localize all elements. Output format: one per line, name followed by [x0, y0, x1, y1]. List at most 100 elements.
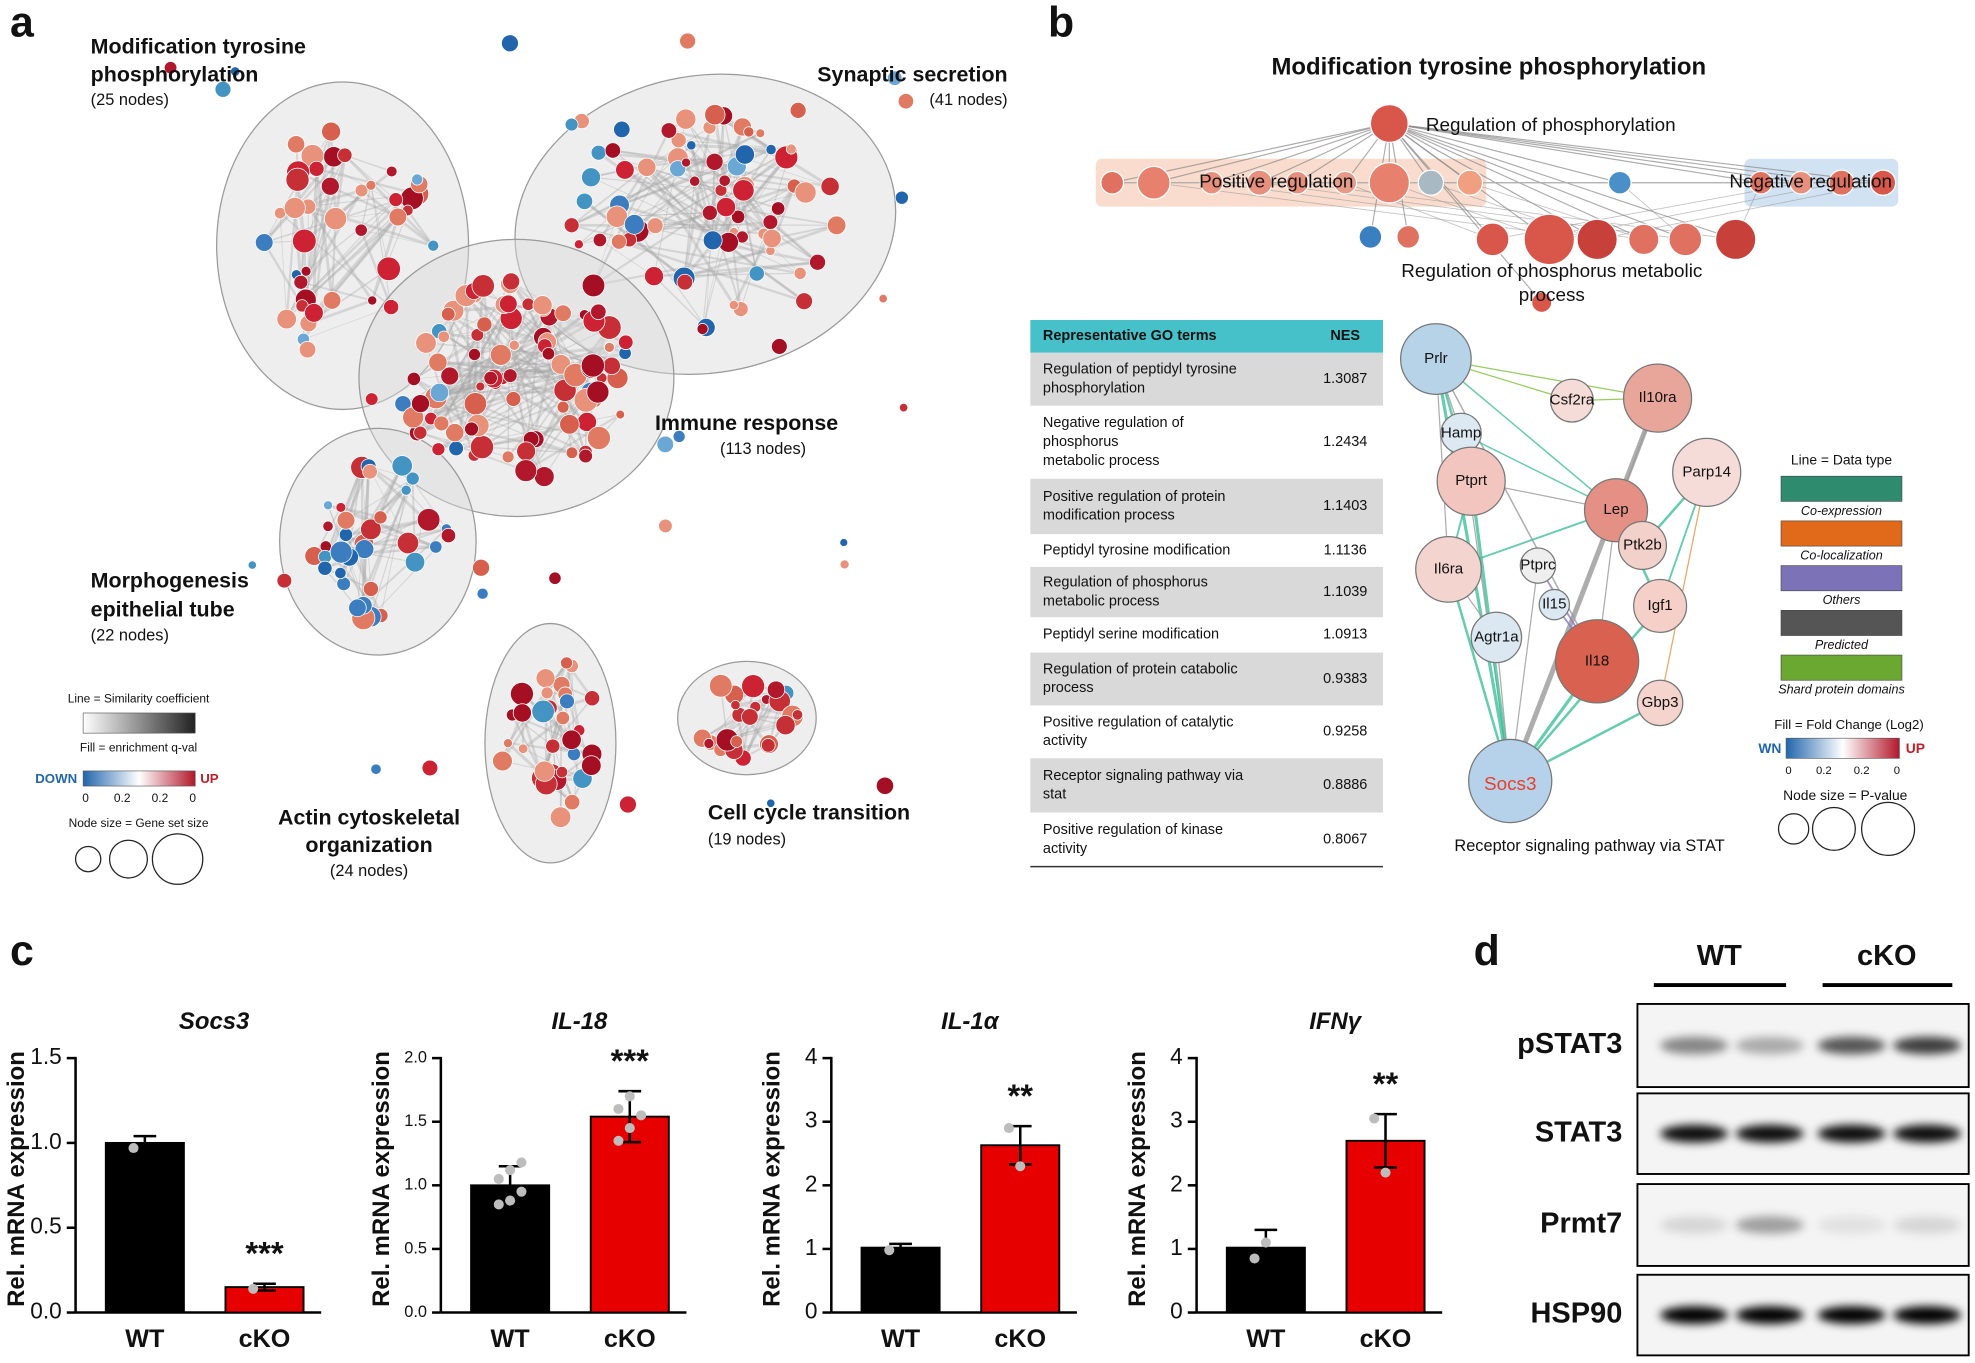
table-cell: Regulation of protein catabolic — [1043, 661, 1238, 677]
node — [586, 425, 611, 450]
edge — [522, 716, 564, 750]
node — [440, 527, 457, 544]
edge — [737, 185, 795, 218]
node — [415, 332, 437, 354]
node — [376, 256, 401, 281]
node — [672, 430, 686, 443]
table-cell: process — [1043, 680, 1094, 696]
legend-text: Others — [1823, 593, 1861, 607]
gene-edge — [1435, 358, 1617, 511]
legend-tick: 0 — [189, 791, 196, 805]
node — [581, 755, 602, 776]
node — [703, 738, 715, 749]
edge — [301, 154, 346, 307]
edge — [745, 699, 768, 758]
y-tick-label: 3 — [1170, 1107, 1183, 1133]
y-tick-label: 2.0 — [404, 1048, 427, 1066]
gene-edge — [1507, 397, 1660, 782]
edge — [438, 330, 564, 408]
node — [702, 230, 723, 251]
cluster-label: Actin cytoskeletal — [278, 805, 460, 829]
edge — [307, 205, 374, 302]
node — [789, 101, 807, 119]
legend-gradient — [82, 712, 196, 734]
y-tick-label: 1.0 — [404, 1176, 427, 1194]
node — [549, 806, 572, 828]
node — [483, 370, 498, 386]
node — [602, 356, 621, 375]
table-cell: 1.1136 — [1324, 542, 1367, 558]
data-point — [505, 1195, 516, 1206]
edge — [304, 199, 397, 298]
edge — [1389, 122, 1736, 240]
legend-swatch — [1780, 654, 1903, 681]
gene-node — [1622, 363, 1693, 433]
bar — [980, 1144, 1061, 1314]
node — [329, 540, 353, 564]
node — [437, 330, 450, 343]
node-label: Positive regulation — [1199, 172, 1353, 193]
node — [292, 228, 317, 254]
gene-node — [1436, 446, 1506, 516]
node — [581, 167, 601, 188]
edge — [297, 171, 399, 219]
node — [464, 421, 479, 437]
node — [445, 423, 465, 443]
node — [1714, 218, 1757, 261]
table-cell: 1.2434 — [1323, 434, 1367, 450]
edge — [683, 181, 696, 279]
table-cell: phosphorus — [1043, 434, 1119, 450]
data-point — [1369, 1113, 1380, 1124]
node — [1417, 169, 1445, 196]
x-tick-label: cKO — [1360, 1325, 1412, 1353]
edge — [619, 158, 747, 206]
edge — [597, 151, 805, 303]
gene-node — [1617, 520, 1668, 571]
node-label: Negative regulation — [1729, 172, 1892, 193]
node — [163, 61, 178, 75]
node — [580, 353, 605, 378]
node — [766, 798, 776, 808]
node — [795, 292, 813, 310]
data-point — [128, 1142, 139, 1154]
cluster-label: Cell cycle transition — [708, 800, 910, 824]
group-label: WT — [1697, 940, 1742, 972]
edge — [725, 206, 837, 227]
node — [1285, 170, 1310, 195]
node — [1136, 165, 1171, 200]
node — [321, 121, 341, 142]
edge — [367, 465, 424, 519]
node — [354, 539, 375, 559]
blot-band — [1893, 1036, 1962, 1055]
y-axis-label: Rel. mRNA expression — [368, 1051, 395, 1307]
node — [364, 392, 379, 406]
node — [573, 239, 584, 250]
node — [644, 266, 664, 287]
gene-label: Igf1 — [1648, 597, 1673, 614]
table-cell: activity — [1043, 733, 1088, 749]
node — [615, 160, 635, 180]
node — [499, 294, 518, 314]
node — [898, 403, 909, 413]
edge — [702, 115, 725, 329]
legend-down: WN — [1758, 740, 1781, 756]
y-tick-label: 0.0 — [30, 1298, 62, 1324]
edge — [682, 127, 711, 279]
edge — [308, 216, 399, 324]
panel-a: a Modification tyrosine phosphorylation (25… — [10, 0, 1008, 885]
y-tick-label: 3 — [805, 1107, 818, 1133]
table-header — [1030, 320, 1384, 353]
legend-size — [1777, 813, 1810, 845]
legend-tick: 0.2 — [1854, 765, 1870, 777]
node — [878, 293, 888, 304]
gene-edge — [1435, 358, 1658, 399]
edge — [691, 143, 772, 152]
y-axis-label: Rel. mRNA expression — [3, 1051, 30, 1307]
edge — [435, 346, 610, 399]
cluster-label: Morphogenesis — [91, 569, 249, 593]
edge — [677, 167, 795, 188]
node — [681, 157, 692, 168]
node — [467, 348, 481, 361]
blot-band — [1660, 1124, 1729, 1143]
